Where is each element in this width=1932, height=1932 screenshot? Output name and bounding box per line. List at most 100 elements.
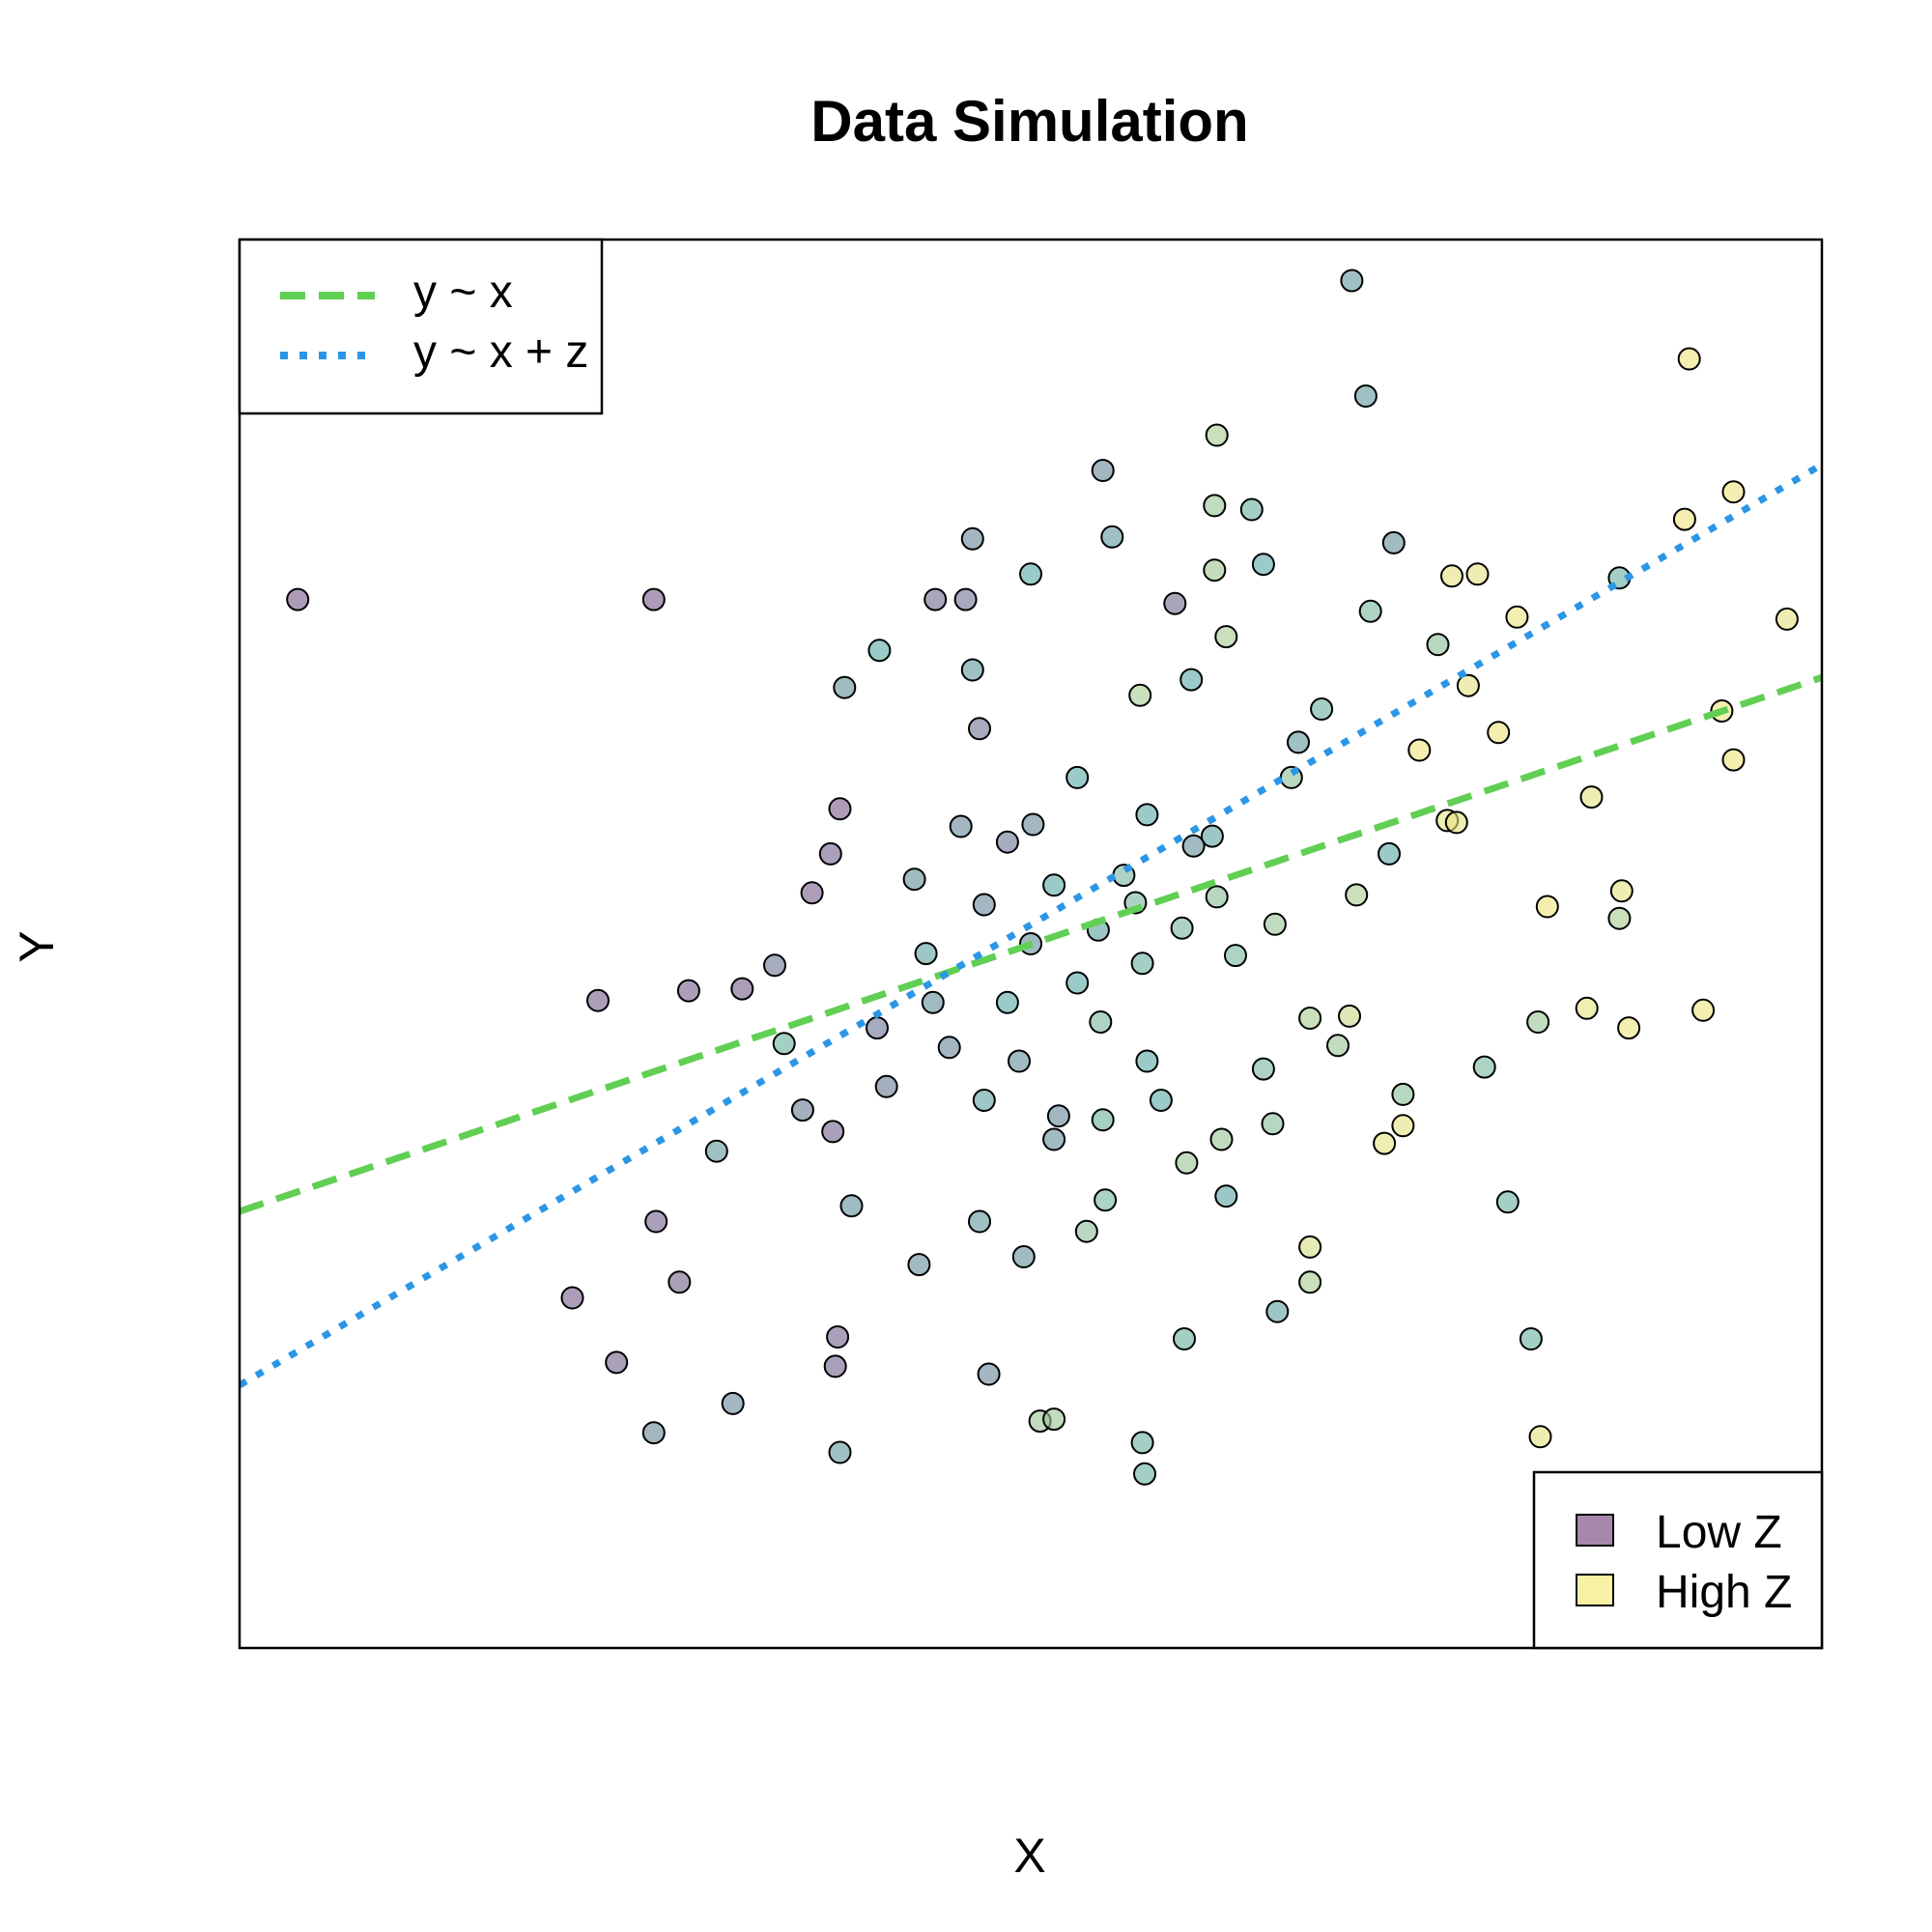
- data-point: [1378, 841, 1401, 866]
- data-point: [821, 1120, 845, 1144]
- data-point: [960, 658, 984, 682]
- data-point: [560, 1286, 584, 1310]
- data-point: [1135, 803, 1159, 827]
- data-point: [968, 1209, 991, 1234]
- data-point: [977, 1362, 1001, 1386]
- data-point: [1775, 607, 1799, 631]
- data-point: [1298, 1235, 1322, 1259]
- data-point: [1100, 525, 1124, 549]
- data-point: [1214, 1184, 1238, 1208]
- data-point: [995, 990, 1019, 1014]
- data-point: [1407, 738, 1432, 762]
- data-point: [828, 1440, 852, 1464]
- data-point: [763, 953, 786, 978]
- data-point: [867, 639, 892, 663]
- data-point: [874, 1074, 898, 1098]
- legend-label-y-x: y ~ x: [413, 267, 513, 318]
- data-point: [1535, 895, 1559, 919]
- data-point: [1089, 1010, 1113, 1034]
- data-point: [1074, 1219, 1098, 1243]
- data-point: [1170, 916, 1194, 940]
- data-point: [960, 526, 984, 551]
- data-point: [1200, 824, 1224, 848]
- line-legend-box: [238, 238, 604, 415]
- data-point: [1205, 885, 1229, 909]
- legend-label-y-xz: y ~ x + z: [413, 327, 588, 378]
- data-point: [605, 1350, 629, 1375]
- data-point: [772, 1032, 796, 1056]
- data-point: [676, 979, 700, 1003]
- y-axis-label: Y: [10, 930, 64, 962]
- data-point: [644, 1209, 668, 1234]
- data-point: [1251, 553, 1275, 577]
- data-point: [1677, 347, 1701, 371]
- data-point: [995, 830, 1019, 854]
- data-point: [730, 977, 754, 1001]
- data-point: [1094, 1188, 1118, 1212]
- data-point: [828, 797, 852, 821]
- data-point: [1203, 558, 1227, 582]
- data-point: [1181, 834, 1206, 858]
- data-point: [1526, 1010, 1550, 1034]
- data-point: [949, 814, 973, 838]
- data-point: [1128, 683, 1152, 707]
- data-point: [1091, 1108, 1115, 1132]
- data-point: [1261, 1112, 1285, 1136]
- data-point: [968, 717, 991, 741]
- data-point: [800, 881, 824, 905]
- data-point: [1465, 562, 1490, 586]
- data-point: [1133, 1462, 1156, 1486]
- data-point: [823, 1354, 847, 1378]
- data-point: [1575, 996, 1599, 1020]
- data-point: [1579, 785, 1604, 810]
- data-point: [1224, 944, 1247, 968]
- fit-line-y-x: [240, 673, 1822, 1215]
- data-point: [866, 1016, 889, 1040]
- data-point: [286, 587, 310, 611]
- data-point: [1173, 1327, 1196, 1350]
- data-point: [790, 1098, 814, 1122]
- data-point: [953, 587, 978, 611]
- data-point: [1065, 765, 1090, 789]
- data-point: [641, 1421, 666, 1445]
- data-point: [1239, 497, 1264, 522]
- data-point: [1426, 633, 1450, 657]
- data-point: [1065, 971, 1090, 995]
- points-layer: [286, 269, 1799, 1486]
- data-point: [1391, 1082, 1415, 1106]
- data-point: [1358, 599, 1382, 623]
- data-point: [1617, 1016, 1641, 1040]
- data-point: [1298, 1270, 1322, 1294]
- data-point: [921, 990, 945, 1014]
- plot-frame: [238, 238, 1824, 1650]
- data-point: [1135, 1049, 1159, 1073]
- data-point: [1042, 873, 1066, 897]
- legend-swatch-high-z: [1576, 1574, 1614, 1606]
- data-point: [1381, 530, 1406, 554]
- fit-lines-layer: [240, 461, 1822, 1388]
- data-point: [1607, 906, 1632, 930]
- data-point: [1505, 605, 1529, 629]
- data-point: [1298, 1007, 1322, 1030]
- data-point: [1214, 625, 1238, 649]
- data-point: [1472, 1055, 1496, 1079]
- data-point: [818, 841, 842, 866]
- data-point: [1721, 748, 1746, 772]
- data-point: [1251, 1057, 1275, 1081]
- legend-label-low-z: Low Z: [1656, 1507, 1782, 1558]
- data-point: [937, 1036, 961, 1060]
- data-point: [1444, 810, 1468, 835]
- data-point: [721, 1391, 745, 1415]
- data-point: [1456, 673, 1480, 697]
- x-axis-label: X: [1013, 1829, 1045, 1883]
- data-point: [1042, 1127, 1066, 1151]
- data-point: [704, 1139, 728, 1163]
- data-point: [914, 942, 938, 966]
- data-point: [972, 1089, 996, 1112]
- data-point: [1691, 998, 1716, 1022]
- data-point: [826, 1325, 850, 1349]
- data-point: [1163, 591, 1187, 615]
- data-point: [668, 1270, 692, 1294]
